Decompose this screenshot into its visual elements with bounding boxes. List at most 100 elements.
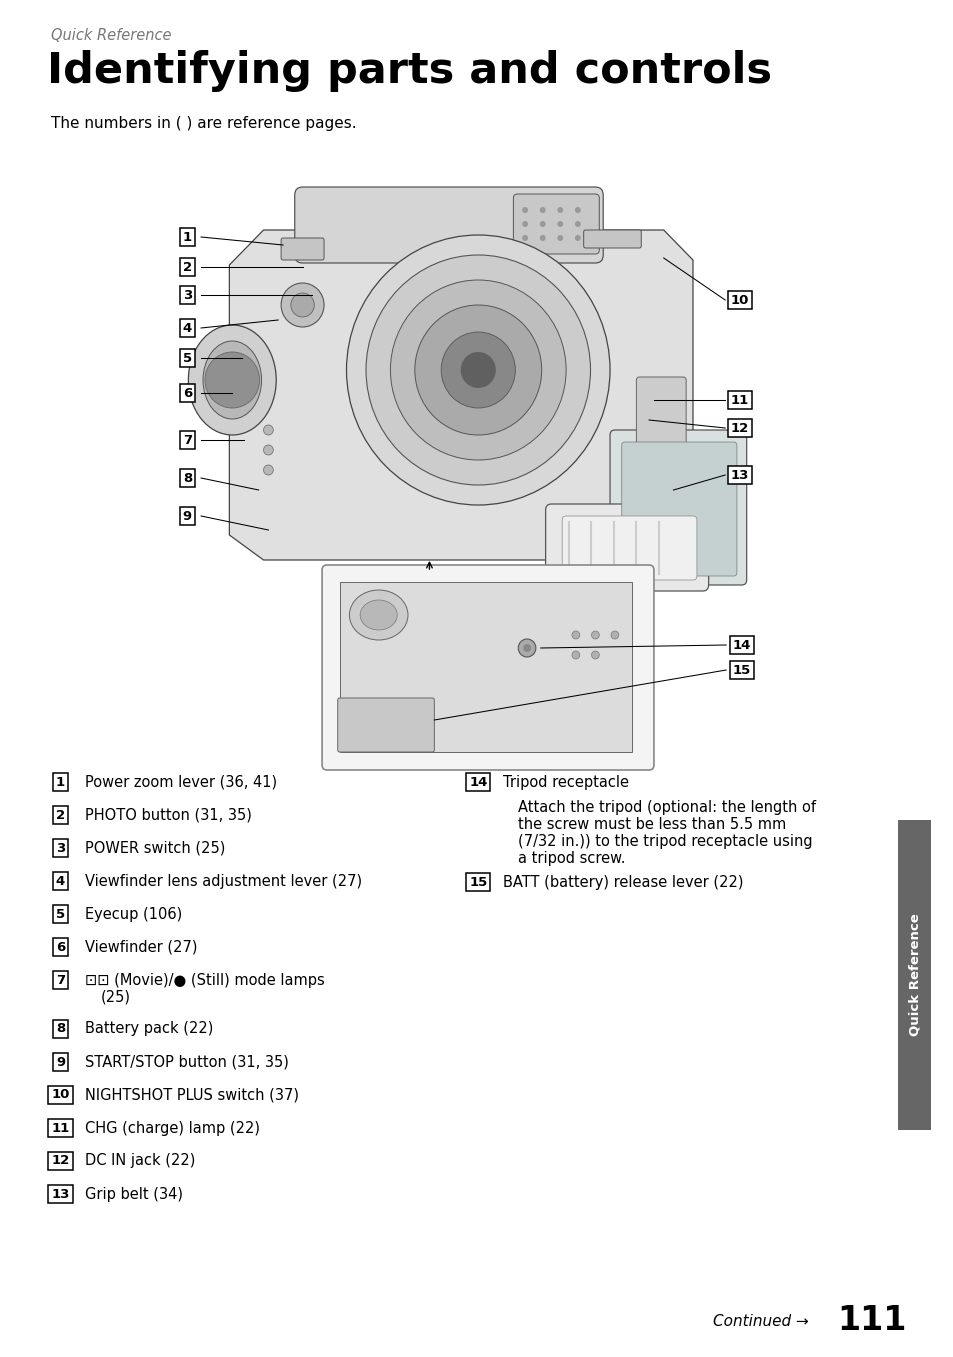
- Text: 6: 6: [183, 387, 192, 399]
- Text: 13: 13: [51, 1187, 70, 1201]
- Circle shape: [263, 445, 273, 455]
- Text: 12: 12: [730, 422, 748, 434]
- Text: Viewfinder (27): Viewfinder (27): [85, 939, 197, 954]
- Text: 10: 10: [51, 1088, 70, 1102]
- Text: Tripod receptacle: Tripod receptacle: [502, 775, 628, 790]
- Text: a tripod screw.: a tripod screw.: [517, 851, 625, 866]
- Circle shape: [281, 284, 324, 327]
- Text: 2: 2: [183, 261, 192, 274]
- Text: Viewfinder lens adjustment lever (27): Viewfinder lens adjustment lever (27): [85, 874, 361, 889]
- Text: (7/32 in.)) to the tripod receptacle using: (7/32 in.)) to the tripod receptacle usi…: [517, 835, 812, 849]
- Circle shape: [521, 235, 528, 242]
- FancyBboxPatch shape: [337, 697, 434, 752]
- Circle shape: [557, 235, 562, 242]
- Text: ⊡⊡ (Movie)/● (Still) mode lamps: ⊡⊡ (Movie)/● (Still) mode lamps: [85, 973, 324, 988]
- Text: 3: 3: [183, 289, 192, 301]
- Circle shape: [575, 221, 580, 227]
- Text: Eyecup (106): Eyecup (106): [85, 906, 182, 921]
- Circle shape: [539, 221, 545, 227]
- Text: 111: 111: [837, 1304, 906, 1337]
- Circle shape: [263, 425, 273, 436]
- Text: The numbers in ( ) are reference pages.: The numbers in ( ) are reference pages.: [51, 115, 356, 132]
- Text: Identifying parts and controls: Identifying parts and controls: [47, 50, 771, 92]
- Circle shape: [390, 280, 565, 460]
- Text: 14: 14: [469, 775, 487, 788]
- Text: the screw must be less than 5.5 mm: the screw must be less than 5.5 mm: [517, 817, 785, 832]
- Text: Quick Reference: Quick Reference: [907, 913, 920, 1037]
- Text: 11: 11: [730, 394, 748, 407]
- Text: 6: 6: [56, 940, 65, 954]
- Circle shape: [557, 208, 562, 213]
- Text: 15: 15: [469, 875, 487, 889]
- Circle shape: [539, 235, 545, 242]
- Polygon shape: [339, 582, 632, 752]
- Circle shape: [346, 235, 609, 505]
- Text: (25): (25): [100, 989, 131, 1004]
- Text: 5: 5: [56, 908, 65, 920]
- Text: 7: 7: [183, 433, 192, 446]
- FancyBboxPatch shape: [609, 430, 746, 585]
- FancyBboxPatch shape: [583, 229, 640, 248]
- Circle shape: [263, 465, 273, 475]
- Text: CHG (charge) lamp (22): CHG (charge) lamp (22): [85, 1121, 259, 1136]
- Text: POWER switch (25): POWER switch (25): [85, 840, 225, 855]
- Text: Power zoom lever (36, 41): Power zoom lever (36, 41): [85, 775, 276, 790]
- FancyBboxPatch shape: [513, 194, 598, 254]
- FancyBboxPatch shape: [281, 237, 324, 261]
- Text: 13: 13: [730, 468, 748, 482]
- Circle shape: [517, 639, 536, 657]
- Circle shape: [575, 208, 580, 213]
- Circle shape: [572, 631, 579, 639]
- Circle shape: [591, 631, 598, 639]
- Ellipse shape: [203, 341, 261, 419]
- FancyBboxPatch shape: [636, 377, 685, 453]
- Text: 1: 1: [56, 775, 65, 788]
- Text: 3: 3: [56, 841, 65, 855]
- Ellipse shape: [188, 324, 276, 436]
- Polygon shape: [229, 229, 692, 560]
- Circle shape: [291, 293, 314, 318]
- Text: Quick Reference: Quick Reference: [51, 28, 172, 43]
- Circle shape: [521, 221, 528, 227]
- Text: 7: 7: [56, 973, 65, 987]
- Text: 9: 9: [56, 1056, 65, 1068]
- Circle shape: [610, 631, 618, 639]
- Text: Continued →: Continued →: [712, 1315, 807, 1330]
- Circle shape: [521, 208, 528, 213]
- Text: 12: 12: [51, 1155, 70, 1167]
- Text: 14: 14: [732, 639, 750, 651]
- Text: Grip belt (34): Grip belt (34): [85, 1186, 183, 1201]
- Ellipse shape: [349, 590, 408, 641]
- Circle shape: [440, 332, 515, 408]
- FancyBboxPatch shape: [294, 187, 602, 263]
- Text: PHOTO button (31, 35): PHOTO button (31, 35): [85, 807, 252, 822]
- Circle shape: [557, 221, 562, 227]
- Text: 1: 1: [183, 231, 192, 243]
- Circle shape: [460, 351, 496, 388]
- Circle shape: [366, 255, 590, 484]
- Circle shape: [575, 235, 580, 242]
- Text: Attach the tripod (optional: the length of: Attach the tripod (optional: the length …: [517, 801, 816, 816]
- Circle shape: [522, 645, 531, 651]
- Text: 2: 2: [56, 809, 65, 821]
- Circle shape: [591, 651, 598, 660]
- Circle shape: [572, 651, 579, 660]
- Circle shape: [539, 208, 545, 213]
- Text: 15: 15: [732, 664, 750, 677]
- Text: 8: 8: [56, 1023, 65, 1035]
- Text: Battery pack (22): Battery pack (22): [85, 1022, 213, 1037]
- Ellipse shape: [360, 600, 396, 630]
- Text: 9: 9: [183, 509, 192, 522]
- FancyBboxPatch shape: [322, 565, 653, 769]
- Text: NIGHTSHOT PLUS switch (37): NIGHTSHOT PLUS switch (37): [85, 1087, 298, 1102]
- Text: 8: 8: [183, 471, 192, 484]
- Text: 4: 4: [183, 322, 192, 334]
- FancyBboxPatch shape: [621, 442, 736, 575]
- Text: 5: 5: [183, 351, 192, 365]
- Bar: [897, 820, 930, 1130]
- FancyBboxPatch shape: [561, 516, 697, 579]
- Text: 10: 10: [730, 293, 748, 307]
- Text: 4: 4: [56, 874, 65, 887]
- Text: DC IN jack (22): DC IN jack (22): [85, 1153, 195, 1168]
- FancyBboxPatch shape: [545, 503, 708, 592]
